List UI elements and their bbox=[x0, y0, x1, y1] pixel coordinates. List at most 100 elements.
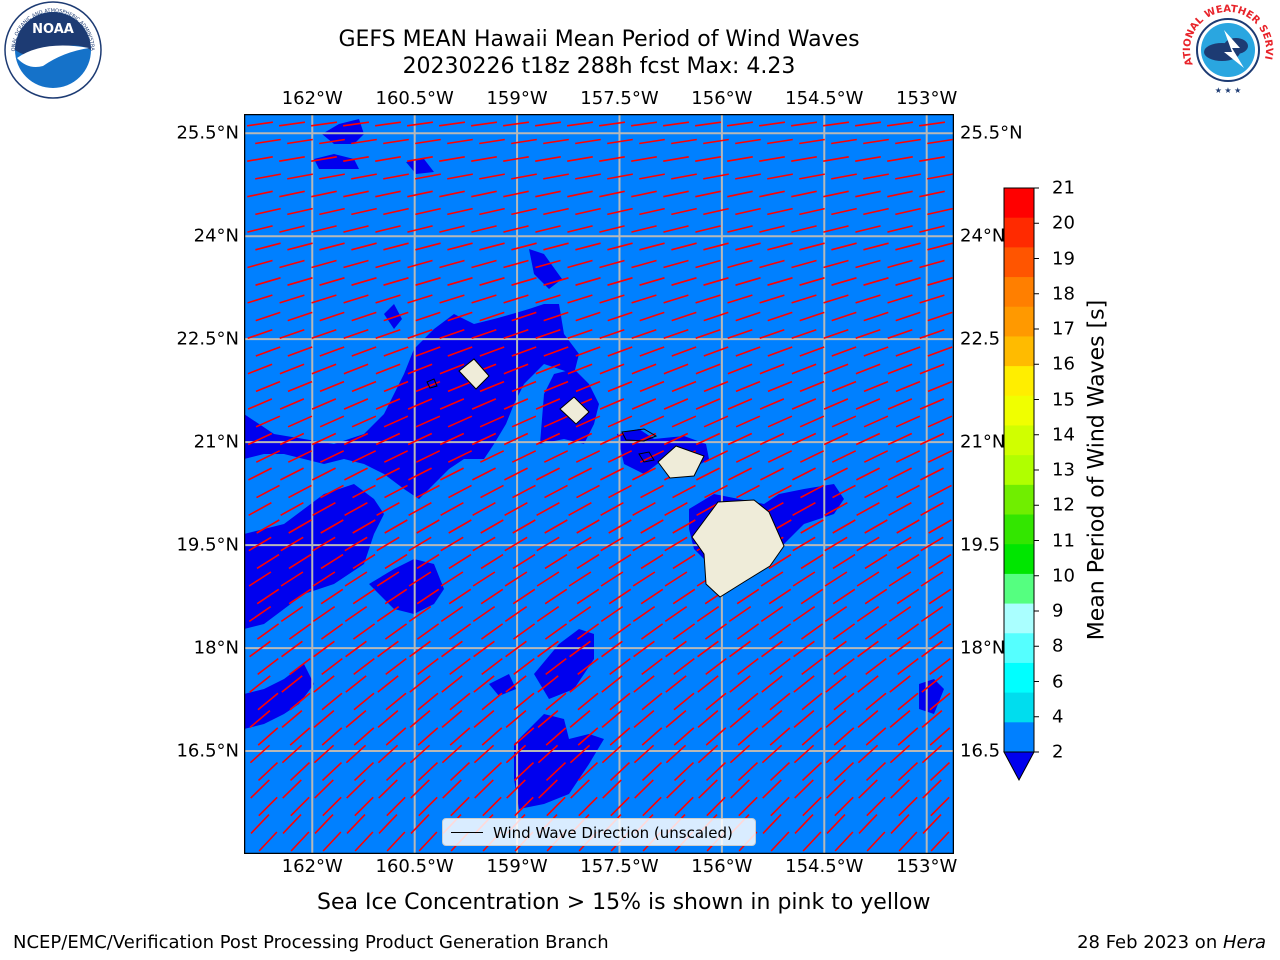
wave-direction-arrow bbox=[856, 467, 880, 481]
wave-direction-arrow bbox=[663, 398, 689, 410]
wave-direction-arrow bbox=[256, 553, 280, 570]
wave-direction-arrow bbox=[311, 259, 337, 269]
wave-direction-arrow bbox=[503, 432, 529, 446]
wave-direction-arrow bbox=[479, 450, 505, 463]
wave-direction-arrow bbox=[919, 398, 945, 410]
wave-direction-arrow bbox=[545, 727, 567, 746]
wave-direction-arrow bbox=[322, 831, 342, 852]
wave-direction-arrow bbox=[439, 328, 465, 340]
wave-direction-arrow bbox=[439, 259, 465, 269]
wave-direction-arrow bbox=[703, 450, 729, 463]
wave-direction-arrow bbox=[447, 277, 473, 286]
wave-direction-arrow bbox=[375, 432, 401, 446]
lon-tick-bottom: 162°W bbox=[281, 856, 343, 877]
wave-direction-arrow bbox=[896, 553, 920, 570]
lat-tick-right: 24°N bbox=[960, 225, 1006, 247]
wave-direction-arrow bbox=[351, 380, 377, 393]
wave-direction-arrow bbox=[609, 657, 631, 676]
wave-direction-arrow bbox=[575, 415, 601, 428]
wave-direction-arrow bbox=[858, 779, 878, 799]
wave-direction-arrow bbox=[866, 831, 886, 852]
wave-direction-arrow bbox=[416, 553, 440, 570]
wave-direction-arrow bbox=[770, 831, 790, 852]
wave-direction-arrow bbox=[833, 727, 855, 746]
wave-direction-arrow bbox=[735, 242, 761, 251]
wave-direction-arrow bbox=[824, 501, 848, 517]
wave-direction-arrow bbox=[481, 727, 503, 746]
wave-direction-arrow bbox=[759, 363, 785, 375]
wave-direction-arrow bbox=[343, 294, 369, 304]
wave-direction-arrow bbox=[351, 450, 377, 463]
wave-direction-arrow bbox=[312, 571, 336, 587]
wave-direction-arrow bbox=[631, 398, 657, 410]
wave-direction-arrow bbox=[695, 432, 721, 446]
wave-direction-arrow bbox=[769, 727, 791, 746]
wave-direction-arrow bbox=[855, 328, 881, 340]
wave-direction-arrow bbox=[383, 380, 409, 393]
wave-direction-arrow bbox=[311, 432, 337, 446]
colorbar bbox=[1003, 187, 1039, 782]
wave-direction-arrow bbox=[927, 450, 953, 463]
wave-direction-arrow bbox=[536, 467, 560, 481]
wave-direction-arrow bbox=[727, 190, 753, 198]
wave-direction-arrow bbox=[866, 796, 886, 817]
wave-direction-arrow bbox=[822, 121, 850, 127]
wave-direction-arrow bbox=[352, 484, 376, 499]
wave-direction-arrow bbox=[630, 121, 658, 127]
wave-direction-arrow bbox=[887, 294, 913, 304]
wave-direction-arrow bbox=[887, 432, 913, 446]
wave-direction-arrow bbox=[383, 173, 409, 180]
wave-direction-arrow bbox=[671, 173, 697, 180]
wave-direction-arrow bbox=[472, 536, 496, 552]
wave-direction-arrow bbox=[930, 796, 950, 817]
wave-direction-arrow bbox=[856, 501, 880, 517]
wave-direction-arrow bbox=[375, 398, 401, 410]
wave-direction-arrow bbox=[287, 415, 313, 428]
wave-direction-arrow bbox=[607, 380, 633, 393]
wave-direction-arrow bbox=[279, 363, 305, 375]
colorbar-tick: 13 bbox=[1052, 459, 1075, 481]
wave-direction-arrow bbox=[278, 121, 306, 127]
wave-direction-arrow bbox=[567, 294, 593, 304]
wave-direction-arrow bbox=[857, 640, 879, 658]
wave-direction-arrow bbox=[895, 207, 921, 216]
wave-direction-arrow bbox=[929, 762, 951, 781]
wave-direction-arrow bbox=[927, 346, 953, 357]
wave-direction-arrow bbox=[801, 727, 823, 746]
wave-direction-arrow bbox=[735, 415, 761, 428]
wave-direction-arrow bbox=[319, 415, 345, 428]
wave-direction-arrow bbox=[546, 796, 566, 817]
wave-direction-arrow bbox=[575, 311, 601, 322]
wave-direction-arrow bbox=[633, 744, 655, 764]
wave-direction-arrow bbox=[672, 553, 696, 570]
wave-direction-arrow bbox=[578, 796, 598, 817]
wave-direction-arrow bbox=[378, 779, 398, 799]
wave-direction-arrow bbox=[928, 623, 952, 640]
wave-direction-arrow bbox=[695, 225, 721, 233]
wave-direction-arrow bbox=[633, 675, 655, 693]
wave-direction-arrow bbox=[447, 207, 473, 216]
wave-direction-arrow bbox=[927, 242, 953, 251]
low-region-north-patch bbox=[322, 119, 364, 144]
colorbar-segment bbox=[1004, 455, 1034, 486]
wave-direction-arrow bbox=[417, 692, 439, 711]
wave-direction-arrow bbox=[729, 675, 751, 693]
wave-direction-arrow bbox=[383, 450, 409, 463]
wave-direction-arrow bbox=[599, 156, 625, 162]
wave-direction-arrow bbox=[538, 779, 558, 799]
colorbar-segment bbox=[1004, 425, 1034, 456]
wave-direction-arrow bbox=[256, 484, 280, 499]
wave-direction-arrow bbox=[673, 762, 695, 781]
map-subtitle: 20230226 t18z 288h fcst Max: 4.23 bbox=[402, 54, 796, 79]
svg-text:★ ★ ★: ★ ★ ★ bbox=[1215, 86, 1242, 95]
wave-direction-arrow bbox=[543, 242, 569, 251]
wave-direction-arrow bbox=[279, 432, 305, 446]
wave-direction-arrow bbox=[503, 398, 529, 410]
wave-direction-arrow bbox=[895, 380, 921, 393]
wave-direction-arrow bbox=[282, 814, 302, 834]
footer-producer: NCEP/EMC/Verification Post Processing Pr… bbox=[13, 932, 609, 953]
wave-direction-arrow bbox=[504, 571, 528, 587]
wave-direction-arrow bbox=[863, 380, 889, 393]
colorbar-segment bbox=[1004, 336, 1034, 367]
wave-direction-arrow bbox=[569, 709, 591, 729]
